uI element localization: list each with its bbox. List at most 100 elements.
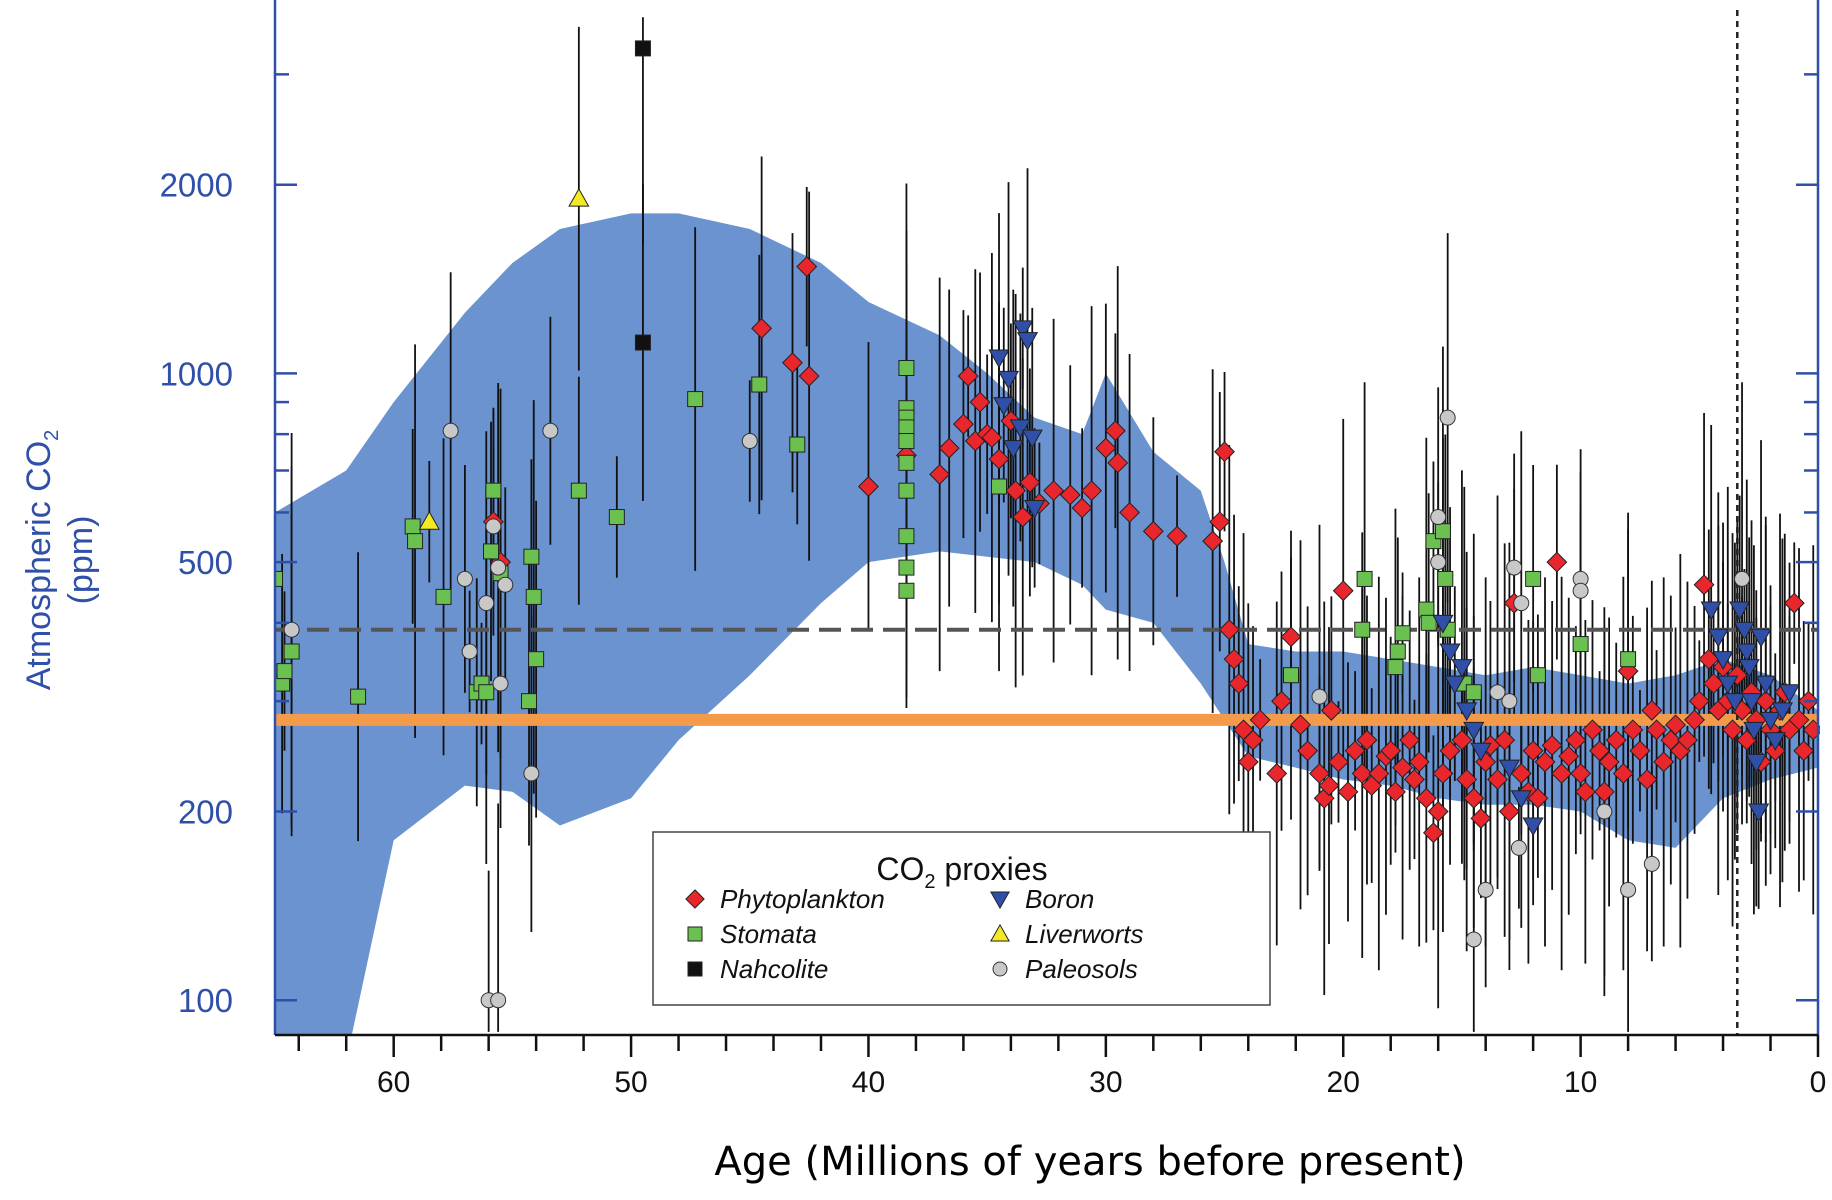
- y-tick-label: 500: [178, 544, 233, 581]
- point-stomata: [608, 509, 625, 526]
- point-paleosols: [490, 559, 507, 576]
- point-paleosols: [1430, 554, 1447, 571]
- point-phytoplankton: [1271, 690, 1292, 712]
- point-stomata: [528, 651, 545, 668]
- point-phytoplankton: [1534, 751, 1556, 773]
- point-stomata: [1356, 570, 1373, 587]
- point-boron: [1016, 332, 1039, 351]
- point-phytoplankton: [1344, 740, 1366, 762]
- x-tick-label: 60: [377, 1066, 410, 1099]
- point-boron: [1700, 601, 1722, 621]
- legend-title: CO2 proxies: [876, 851, 1047, 893]
- point-phytoplankton: [1456, 768, 1478, 790]
- point-boron: [1444, 675, 1466, 695]
- point-phytoplankton: [1320, 699, 1342, 721]
- legend-marker-paleosols: [992, 961, 1008, 977]
- point-stomata: [570, 482, 587, 499]
- point-paleosols: [1506, 559, 1523, 576]
- point-phytoplankton: [1551, 763, 1573, 784]
- y-tick-label: 200: [178, 794, 233, 831]
- point-paleosols: [442, 422, 459, 439]
- point-boron: [1729, 601, 1751, 621]
- point-phytoplankton: [1237, 751, 1259, 773]
- point-stomata: [350, 688, 367, 705]
- point-phytoplankton: [1470, 807, 1492, 829]
- point-phytoplankton: [1439, 740, 1461, 762]
- point-boron: [1736, 643, 1758, 663]
- point-paleosols: [1489, 684, 1506, 701]
- point-paleosols: [1572, 582, 1589, 599]
- point-phytoplankton: [1266, 763, 1288, 784]
- point-boron: [1755, 675, 1777, 695]
- point-paleosols: [1501, 693, 1518, 710]
- point-phytoplankton: [1593, 781, 1615, 803]
- point-boron: [988, 349, 1010, 369]
- point-phytoplankton: [1309, 763, 1330, 784]
- point-stomata: [525, 588, 542, 605]
- point-phytoplankton: [1422, 822, 1444, 844]
- point-phytoplankton: [1081, 480, 1103, 502]
- point-phytoplankton: [1166, 525, 1188, 547]
- legend-label-liverworts: Liverworts: [1025, 919, 1143, 949]
- point-phytoplankton: [1722, 719, 1743, 741]
- point-stomata: [898, 559, 915, 576]
- point-boron: [1778, 684, 1801, 703]
- y-axis-label-main: Atmospheric CO: [20, 441, 58, 690]
- point-phytoplankton: [1332, 580, 1354, 602]
- point-phytoplankton: [1522, 740, 1544, 762]
- point-paleosols: [1513, 595, 1530, 612]
- legend-marker-liverworts: [990, 923, 1010, 942]
- point-phytoplankton: [1337, 781, 1359, 803]
- point-paleosols: [1643, 855, 1660, 872]
- point-boron: [1021, 429, 1043, 449]
- point-phytoplankton: [1290, 714, 1311, 736]
- point-phytoplankton: [1095, 437, 1117, 459]
- point-paleosols: [461, 643, 478, 660]
- point-phytoplankton: [1598, 751, 1620, 773]
- point-phytoplankton: [796, 256, 818, 278]
- point-stomata: [898, 419, 915, 436]
- point-phytoplankton: [1527, 787, 1549, 809]
- point-paleosols: [741, 433, 758, 450]
- point-boron: [1009, 419, 1031, 439]
- point-paleosols: [542, 422, 559, 439]
- point-phytoplankton: [1119, 502, 1141, 523]
- point-paleosols: [523, 765, 540, 782]
- point-paleosols: [497, 576, 514, 593]
- point-stomata: [407, 533, 424, 550]
- point-boron: [1510, 790, 1532, 810]
- point-phytoplankton: [1558, 745, 1580, 767]
- legend: CO2 proxies Phytoplankton Stomata Nahcolit…: [652, 831, 1271, 1006]
- point-phytoplankton: [1318, 775, 1340, 797]
- point-stomata: [898, 360, 915, 377]
- point-boron: [1451, 659, 1473, 678]
- y-tick-label: 100: [178, 982, 233, 1019]
- point-phytoplankton: [1802, 719, 1820, 741]
- x-axis-label: Age (Millions of years before present): [714, 1139, 1465, 1185]
- point-phytoplankton: [1392, 757, 1414, 779]
- point-paleosols: [1465, 931, 1482, 948]
- point-phytoplankton: [798, 365, 820, 387]
- point-stomata: [1283, 667, 1300, 684]
- point-phytoplankton: [1019, 471, 1041, 493]
- point-boron: [1432, 614, 1454, 634]
- point-stomata: [1387, 659, 1404, 676]
- point-paleosols: [492, 675, 509, 692]
- point-boron: [1738, 659, 1760, 678]
- point-stomata: [275, 570, 283, 587]
- point-phytoplankton: [1653, 751, 1675, 773]
- point-stomata: [789, 436, 806, 453]
- point-stomata: [898, 582, 915, 599]
- point-paleosols: [1596, 803, 1613, 820]
- legend-title-rest: proxies: [936, 851, 1048, 887]
- point-stomata: [1420, 614, 1437, 631]
- point-phytoplankton: [1399, 729, 1421, 751]
- point-phytoplankton: [858, 476, 879, 497]
- point-stomata: [404, 518, 421, 535]
- point-phytoplankton: [952, 413, 974, 435]
- point-phytoplankton: [1684, 709, 1706, 731]
- point-phytoplankton: [1059, 484, 1081, 506]
- point-boron: [1724, 693, 1746, 712]
- point-phytoplankton: [1629, 740, 1651, 762]
